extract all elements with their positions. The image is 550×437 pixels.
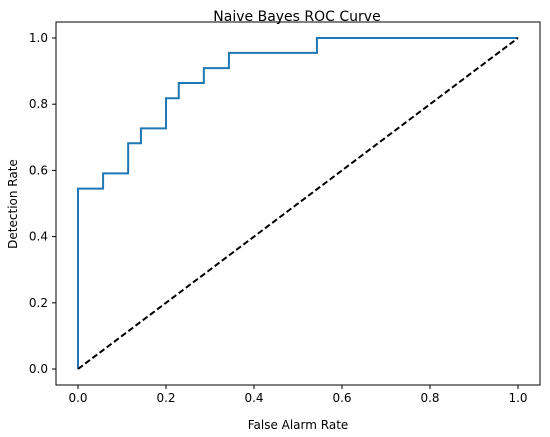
y-tick-label: 0.8 xyxy=(29,97,48,111)
x-tick-label: 0.2 xyxy=(156,391,175,405)
y-tick-label: 0.0 xyxy=(29,362,48,376)
chart-title: Naive Bayes ROC Curve xyxy=(213,9,380,25)
y-tick-label: 0.2 xyxy=(29,296,48,310)
x-tick-label: 0.4 xyxy=(244,391,263,405)
x-tick-label: 1.0 xyxy=(508,391,527,405)
roc-curve-line xyxy=(77,37,518,369)
x-tick-label: 0.6 xyxy=(332,391,351,405)
axes xyxy=(55,21,541,386)
y-axis-label: Detection Rate xyxy=(6,159,20,249)
y-tick-label: 0.4 xyxy=(29,230,48,244)
plot-area xyxy=(77,37,519,370)
y-tick-label: 0.6 xyxy=(29,163,48,177)
y-axis-ticks: 0.0 0.2 0.4 0.6 0.8 1.0 xyxy=(29,31,56,376)
x-tick-label: 0.0 xyxy=(68,391,87,405)
x-axis-ticks: 0.0 0.2 0.4 0.6 0.8 1.0 xyxy=(68,385,528,405)
x-tick-label: 0.8 xyxy=(420,391,439,405)
x-axis-label: False Alarm Rate xyxy=(248,418,349,432)
chance-diagonal-line xyxy=(77,37,519,370)
y-tick-label: 1.0 xyxy=(29,31,48,45)
plot-frame xyxy=(55,21,541,386)
